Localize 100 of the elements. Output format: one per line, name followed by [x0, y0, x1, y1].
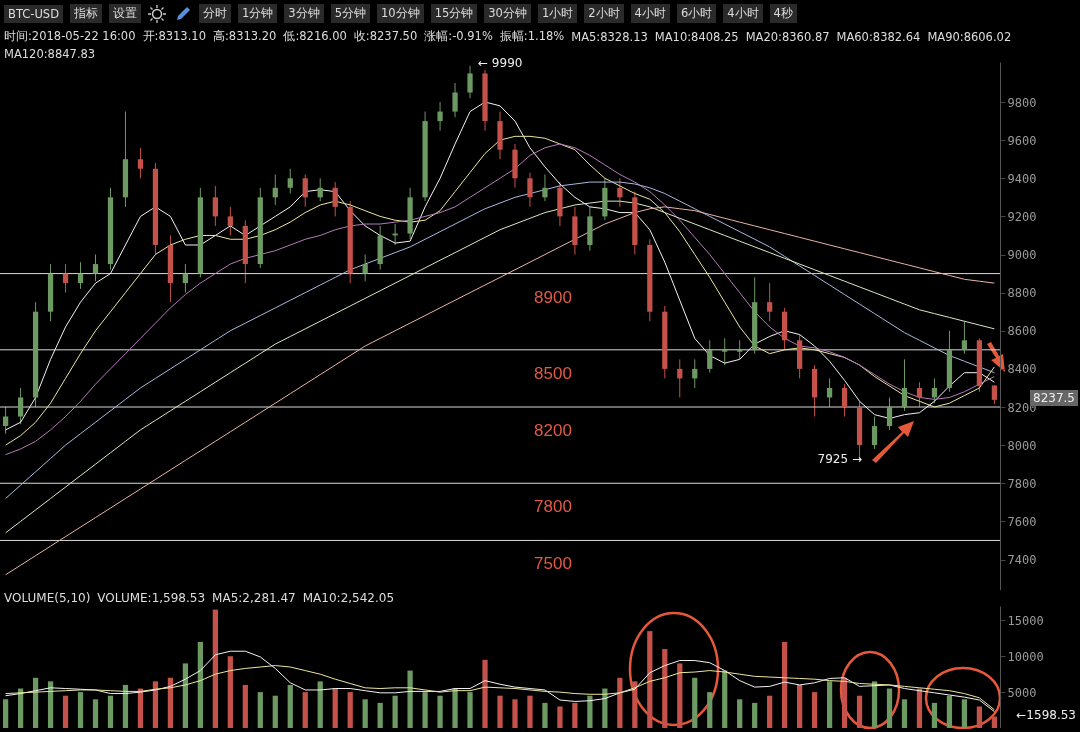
- y-tick-label: 8000: [1007, 438, 1037, 453]
- text: 开:8313.10: [142, 29, 206, 44]
- text: 4小时: [630, 4, 670, 23]
- bar: [692, 677, 698, 728]
- bar: [782, 641, 788, 728]
- y-tick-label: 7400: [1007, 553, 1037, 567]
- y-tick-label: 9000: [1007, 248, 1037, 263]
- candlestick: [137, 147, 144, 179]
- bar: [317, 681, 323, 728]
- candlestick: [467, 65, 473, 99]
- candlestick: [767, 282, 773, 322]
- text: MA5:8328.13: [571, 29, 648, 44]
- text: 4小时: [723, 4, 763, 23]
- candlestick: [841, 383, 848, 418]
- bar: [437, 695, 443, 728]
- bar: [767, 695, 773, 728]
- candlestick: [3, 406, 9, 435]
- candlestick: [272, 173, 278, 206]
- bar: [707, 692, 713, 728]
- candlestick: [722, 337, 728, 366]
- bar: [167, 677, 174, 728]
- bar: [227, 656, 233, 728]
- candlestick: [916, 381, 923, 408]
- text: 5分钟: [330, 4, 370, 23]
- y-tick-label: 9600: [1007, 133, 1037, 148]
- candlestick: [527, 172, 533, 208]
- y-tick-label: 15000: [1007, 613, 1044, 628]
- bar: [617, 677, 623, 728]
- bar: [527, 695, 533, 728]
- text: 3分钟: [284, 4, 324, 23]
- bar: [991, 716, 997, 728]
- bar: [212, 609, 218, 728]
- bar: [182, 663, 189, 728]
- text: VOLUME(5,10): [4, 591, 91, 605]
- text: 涨幅:-0.91%: [424, 29, 493, 44]
- bar: [737, 699, 743, 728]
- text: 2小时: [584, 4, 624, 23]
- bar: [901, 699, 908, 728]
- bar: [347, 692, 353, 728]
- bar: [542, 702, 548, 728]
- bar: [392, 695, 398, 728]
- candlestick: [437, 101, 443, 132]
- bar: [946, 695, 953, 728]
- bar: [811, 692, 818, 728]
- y-tick-label: 8400: [1007, 362, 1037, 377]
- bar: [482, 659, 488, 728]
- candlestick: [227, 206, 233, 236]
- text: 时间:2018-05-22 16:00: [4, 29, 136, 44]
- bar: [272, 695, 278, 728]
- bar: [302, 692, 308, 728]
- text: MA20:8360.87: [745, 29, 830, 44]
- text: MA10:2,542.05: [302, 591, 395, 605]
- candlestick: [77, 261, 84, 290]
- bar: [752, 702, 758, 728]
- bar: [856, 695, 863, 728]
- y-tick-label: 5000: [1007, 685, 1037, 700]
- candlestick: [826, 377, 833, 408]
- ref-line-label: 8200: [534, 421, 572, 441]
- y-tick-label: 8800: [1007, 286, 1037, 301]
- text: 15分钟: [430, 4, 478, 23]
- bar: [841, 677, 848, 728]
- y-tick-label: 9400: [1007, 171, 1037, 186]
- candlestick: [991, 384, 997, 405]
- candlestick: [332, 181, 338, 217]
- text: ←1598.53: [1016, 708, 1076, 722]
- bar: [632, 681, 638, 728]
- candlestick: [617, 177, 623, 208]
- bar: [647, 631, 653, 728]
- ref-line-label: 7800: [534, 497, 572, 517]
- bar: [242, 684, 248, 728]
- candlestick: [362, 254, 368, 282]
- text: MA60:8382.64: [836, 29, 921, 44]
- bar: [467, 692, 473, 728]
- candlestick: [317, 177, 323, 202]
- bar: [722, 670, 728, 728]
- text: BTC-USD: [4, 4, 63, 23]
- candlestick: [287, 168, 293, 195]
- text: MA5:2,281.47: [212, 591, 296, 605]
- text: 8237.5: [1030, 390, 1078, 406]
- candlestick: [62, 263, 69, 294]
- bar: [422, 692, 428, 728]
- y-tick-label: 9200: [1007, 209, 1037, 224]
- candlestick: [931, 377, 938, 404]
- y-tick-label: 7600: [1007, 514, 1037, 529]
- bar: [916, 688, 923, 728]
- y-tick-label: 8600: [1007, 324, 1037, 339]
- bar: [662, 649, 668, 728]
- bar: [362, 699, 368, 728]
- text: 6小时: [676, 4, 717, 23]
- y-tick-label: 9800: [1007, 95, 1037, 110]
- bar: [3, 699, 9, 728]
- bar: [452, 688, 458, 728]
- candlestick: [961, 320, 968, 355]
- candlestick: [707, 339, 713, 374]
- candlestick: [737, 339, 743, 360]
- text: 高:8313.20: [212, 29, 277, 44]
- text: MA10:8408.25: [654, 29, 739, 44]
- bar: [62, 695, 69, 728]
- text: 10分钟: [376, 4, 424, 23]
- bar: [886, 688, 893, 728]
